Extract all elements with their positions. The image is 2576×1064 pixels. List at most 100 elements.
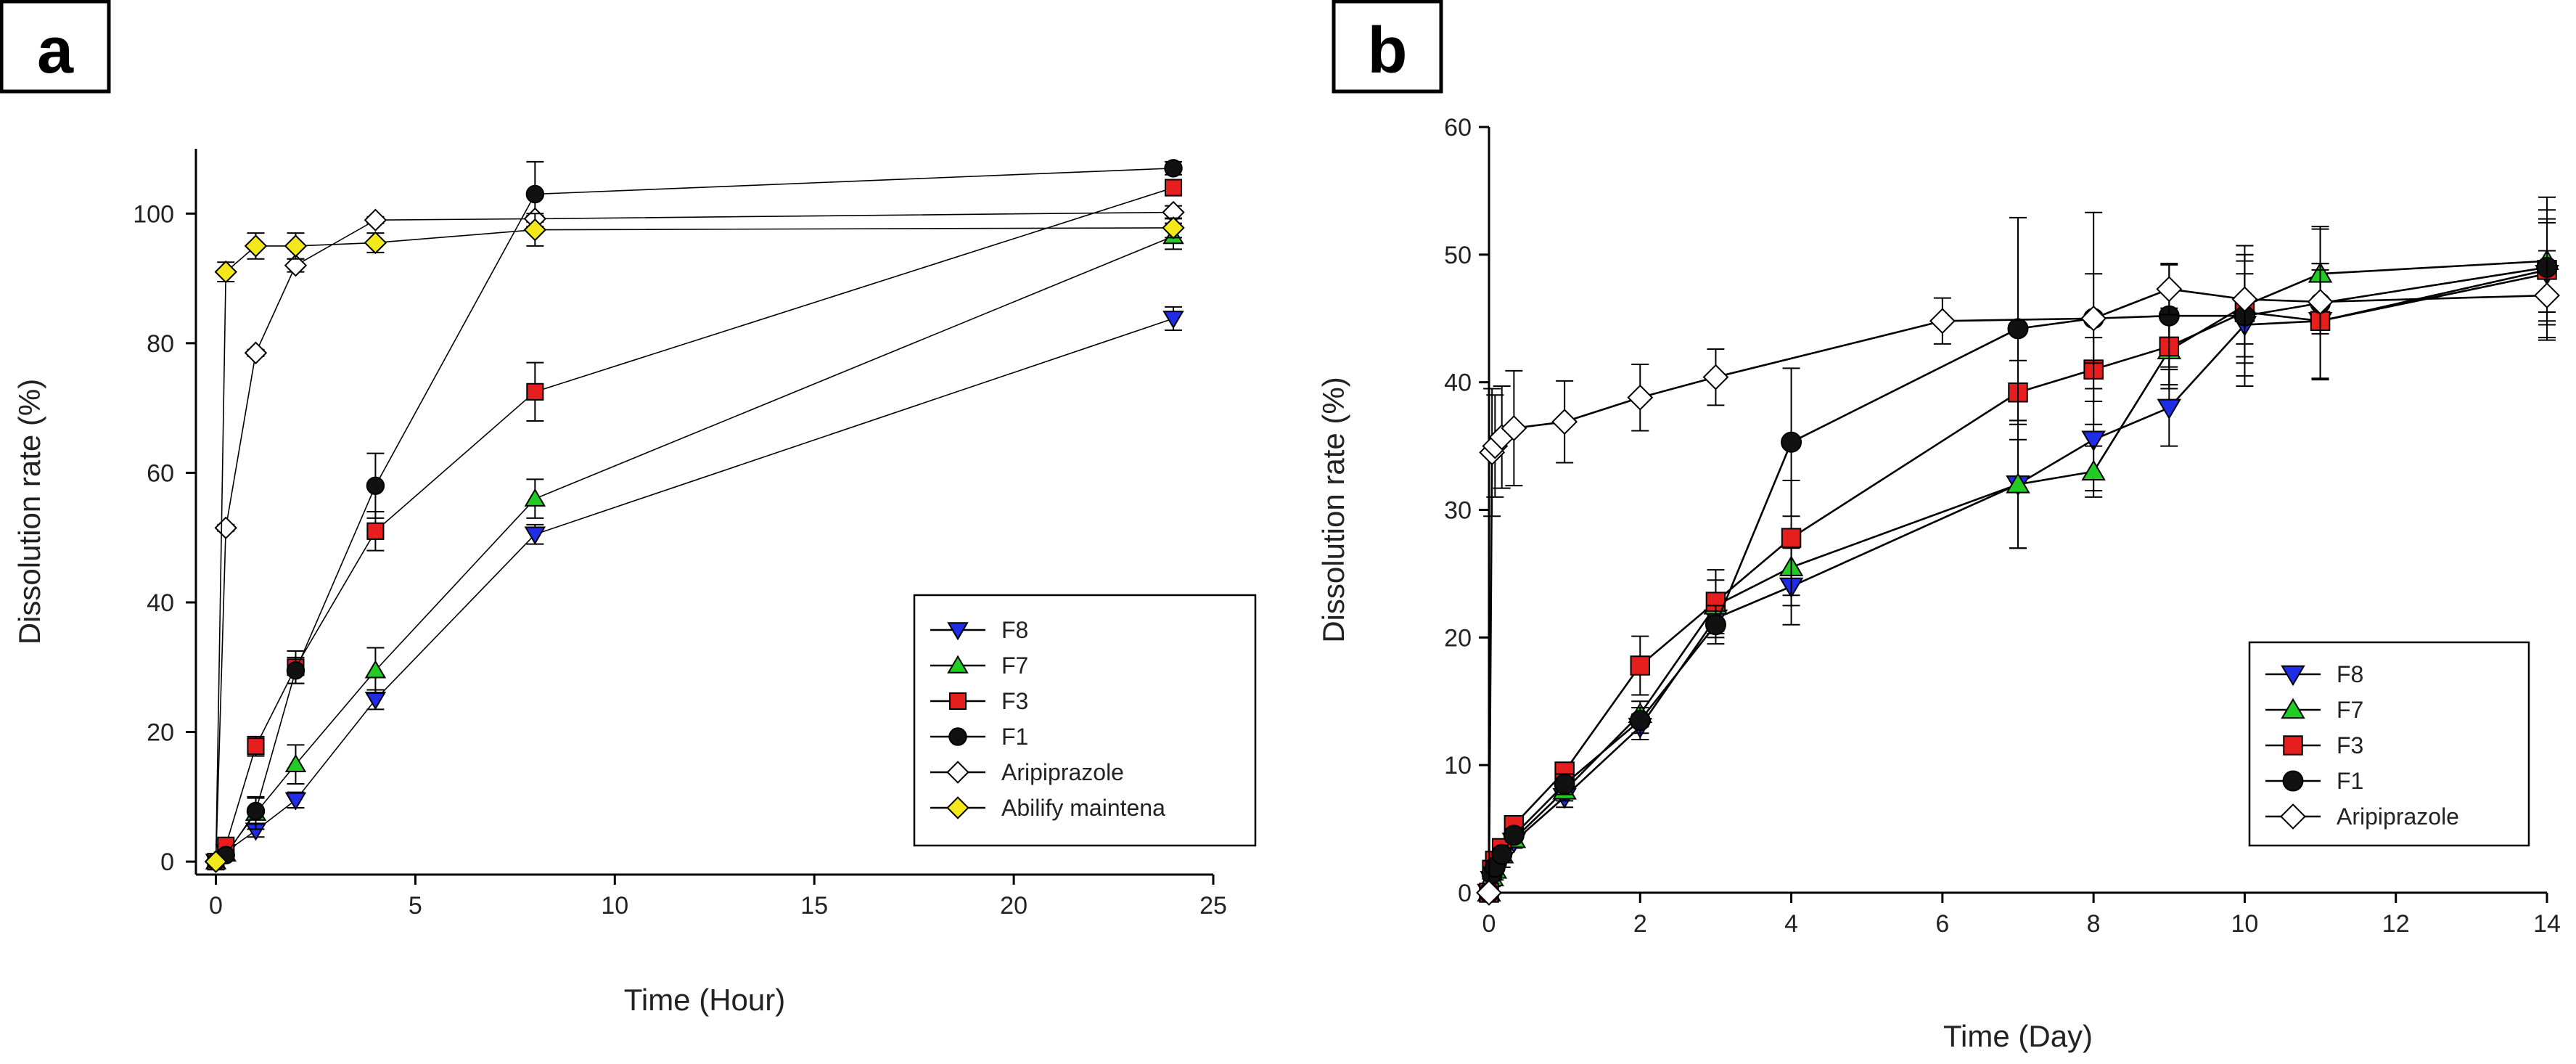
legend-label: F8 <box>1001 617 1028 643</box>
data-point <box>214 260 237 284</box>
data-point <box>1929 308 1956 335</box>
data-point <box>1781 431 1802 453</box>
data-point <box>1705 592 1726 612</box>
legend-label: F7 <box>1001 652 1028 679</box>
legend-item: F1 <box>930 724 1028 750</box>
legend-label: F1 <box>1001 724 1028 750</box>
legend-item: F3 <box>2265 732 2363 758</box>
data-point <box>364 660 387 679</box>
series-f1 <box>206 159 1183 871</box>
data-point <box>366 522 385 540</box>
legend-marker <box>2281 697 2305 719</box>
x-tick-label: 8 <box>2087 910 2101 938</box>
data-point <box>284 792 307 811</box>
legend-marker <box>946 796 969 819</box>
legend-item: F7 <box>2265 697 2363 723</box>
legend-label: F8 <box>2337 661 2363 687</box>
y-tick-label: 80 <box>147 330 174 358</box>
legend-item: Abilify maintena <box>930 795 1165 821</box>
x-tick-label: 10 <box>601 892 628 920</box>
y-tick-label: 20 <box>147 719 174 747</box>
x-tick-label: 25 <box>1199 892 1227 920</box>
y-tick-label: 30 <box>1444 497 1472 525</box>
data-point <box>1705 614 1726 636</box>
legend-box <box>913 594 1257 847</box>
legend: F8 F7 F3 F1 Aripiprazole <box>2248 641 2530 847</box>
data-point <box>523 218 547 242</box>
data-point <box>1491 843 1513 865</box>
data-point <box>2156 276 2183 303</box>
data-point <box>1503 824 1525 846</box>
chart-panel-a: 0 20 40 60 80 100 0 5 10 15 20 25 Time (Hour) Dissolu… <box>12 149 1257 1017</box>
legend-marker <box>2281 665 2305 687</box>
x-tick-label: 5 <box>409 892 422 920</box>
legend-marker <box>2280 803 2306 830</box>
data-point <box>524 488 546 507</box>
y-tick-label: 0 <box>160 848 174 876</box>
chart-panel-b: 0 10 20 30 40 50 60 0 2 4 6 8 10 12 14 Time (Day) Dissol… <box>1316 114 2561 1053</box>
y-tick-label: 0 <box>1458 880 1472 907</box>
x-tick-label: 2 <box>1633 910 1647 938</box>
panel-a-letter: a <box>37 15 74 87</box>
data-point <box>1501 415 1527 441</box>
series-abilify-maintena <box>204 213 1185 873</box>
data-point <box>526 382 544 401</box>
data-point <box>1781 528 1802 548</box>
data-point <box>246 801 266 821</box>
data-point <box>2081 459 2106 480</box>
data-point <box>214 516 237 540</box>
legend-item: F8 <box>930 617 1028 643</box>
data-point <box>2534 282 2560 309</box>
legend: F8 F7 F3 F1 Aripiprazole Abilify maintena <box>913 594 1257 847</box>
legend-label: Abilify maintena <box>1001 795 1165 821</box>
data-point <box>1702 364 1729 390</box>
panel-b-label: b <box>1332 0 1443 94</box>
data-point <box>2231 286 2258 313</box>
legend-item: Aripiprazole <box>2265 803 2459 830</box>
series-aripiprazole <box>1476 250 2560 906</box>
data-point <box>364 208 387 232</box>
legend-item: F7 <box>930 652 1028 679</box>
legend-label: F7 <box>2337 697 2363 723</box>
data-point <box>1162 216 1185 240</box>
data-point <box>1630 655 1651 676</box>
legend-marker <box>947 622 969 641</box>
data-point <box>1164 159 1183 178</box>
x-axis-title: Time (Hour) <box>624 983 785 1017</box>
legend-marker <box>947 655 969 674</box>
data-point <box>204 850 228 873</box>
legend-marker <box>2283 735 2303 756</box>
legend-marker <box>2282 770 2304 792</box>
legend-marker <box>948 692 967 711</box>
y-tick-label: 40 <box>1444 369 1472 397</box>
data-point <box>1554 774 1575 795</box>
data-point <box>284 753 307 772</box>
data-point <box>2081 430 2106 452</box>
legend-label: F3 <box>2337 732 2363 758</box>
panel-b-letter: b <box>1368 15 1408 87</box>
data-point <box>2006 472 2030 494</box>
data-point <box>366 476 385 495</box>
data-point <box>1162 311 1184 330</box>
x-tick-label: 14 <box>2533 910 2561 938</box>
y-tick-label: 10 <box>1444 752 1472 779</box>
legend-marker <box>948 727 967 746</box>
y-tick-label: 60 <box>147 459 174 487</box>
y-tick-label: 100 <box>133 200 174 228</box>
x-tick-label: 12 <box>2382 910 2410 938</box>
data-point <box>524 526 546 545</box>
x-axis-title: Time (Day) <box>1943 1019 2093 1053</box>
x-tick-label: 0 <box>209 892 223 920</box>
y-axis-title: Dissolution rate (%) <box>1316 377 1350 642</box>
data-point <box>286 661 305 680</box>
data-point <box>2307 288 2334 315</box>
data-point <box>364 692 387 711</box>
data-point <box>284 234 308 258</box>
data-point <box>284 253 308 277</box>
data-point <box>1627 384 1654 411</box>
data-point <box>1551 409 1578 435</box>
data-point <box>1476 880 1502 906</box>
data-point <box>247 737 265 756</box>
legend-label: F1 <box>2337 768 2363 794</box>
